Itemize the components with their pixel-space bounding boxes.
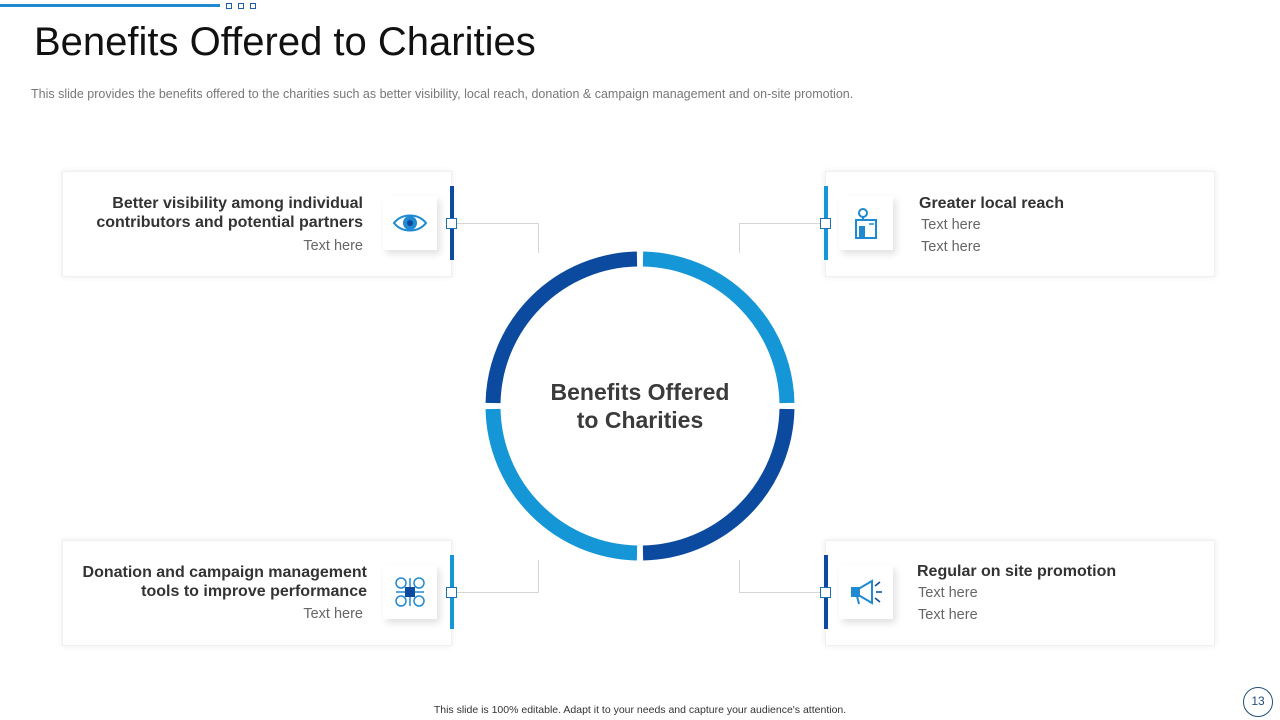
card-icon-box: [383, 565, 437, 619]
top-square-1: [226, 3, 232, 9]
connector-node-top-left: [446, 218, 457, 229]
card-heading-line1: Better visibility among individual: [112, 195, 363, 212]
connector-top-left: [457, 223, 539, 253]
ring-segment-bottom-left: [485, 408, 638, 561]
slide-footer: This slide is 100% editable. Adapt it to…: [433, 704, 847, 716]
local-store-icon: [855, 208, 877, 239]
benefit-card-visibility: Better visibility among individual contr…: [62, 171, 454, 277]
card-text: Text here: [303, 606, 363, 622]
card-heading: Better visibility among individual contr…: [63, 194, 363, 232]
card-text-1: Text here: [918, 585, 978, 601]
card-text: Text here: [303, 238, 363, 254]
ring-segment-top-right: [642, 251, 795, 404]
connector-node-top-right: [820, 218, 831, 229]
card-heading: Greater local reach: [919, 195, 1064, 212]
card-heading: Donation and campaign management tools t…: [47, 563, 367, 601]
card-heading-line2: contributors and potential partners: [96, 214, 363, 231]
center-ring: [485, 251, 795, 561]
card-heading-line2: tools to improve performance: [141, 583, 367, 600]
card-icon-box: [839, 565, 893, 619]
top-accent-bar: [0, 4, 220, 7]
center-label: Benefits Offered to Charities: [540, 378, 740, 434]
donation-management-icon: [395, 577, 425, 607]
card-icon-box: [383, 196, 437, 250]
card-heading-line1: Donation and campaign management: [82, 564, 367, 581]
slide-subtitle: This slide provides the benefits offered…: [31, 87, 854, 101]
connector-bottom-right: [739, 560, 821, 593]
page-number: 13: [1243, 687, 1273, 717]
center-label-line2: to Charities: [576, 407, 704, 433]
benefit-card-local-reach: Greater local reach Text here Text here: [824, 171, 1215, 277]
connector-node-bottom-right: [820, 587, 831, 598]
card-text-2: Text here: [918, 607, 978, 623]
center-label-line1: Benefits Offered: [550, 379, 730, 405]
eye-icon: [392, 214, 428, 232]
megaphone-icon: [851, 579, 882, 605]
card-icon-box: [839, 196, 893, 250]
connector-top-right: [739, 223, 821, 253]
top-square-2: [238, 3, 244, 9]
ring-segment-top-left: [485, 251, 638, 404]
card-heading: Regular on site promotion: [917, 563, 1117, 580]
benefit-card-donation-management: Donation and campaign management tools t…: [62, 540, 454, 646]
slide-title: Benefits Offered to Charities: [34, 20, 536, 64]
connector-bottom-left: [457, 560, 539, 593]
benefit-card-onsite-promotion: Regular on site promotion Text here Text…: [824, 540, 1215, 646]
top-square-3: [250, 3, 256, 9]
ring-segment-bottom-right: [642, 408, 795, 561]
connector-node-bottom-left: [446, 587, 457, 598]
card-text-1: Text here: [921, 217, 981, 233]
card-text-2: Text here: [921, 239, 981, 255]
